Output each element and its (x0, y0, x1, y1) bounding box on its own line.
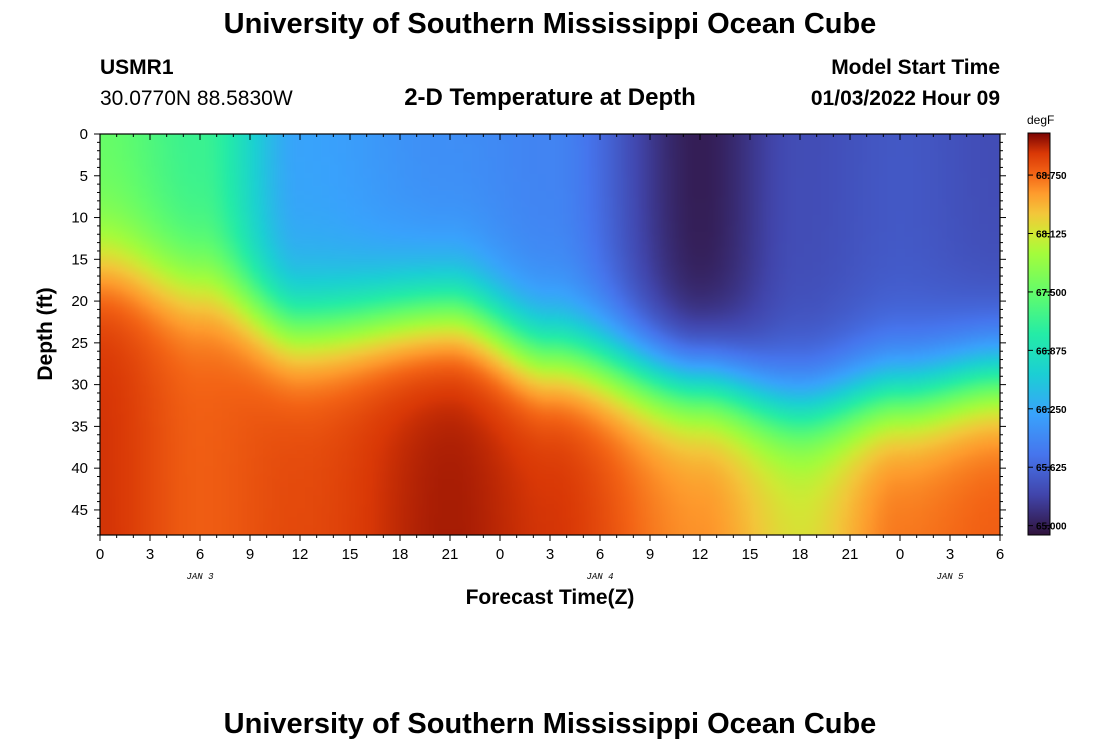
x-tick-label: 18 (392, 546, 409, 563)
x-tick-label: 9 (246, 546, 254, 563)
x-tick-label: 12 (292, 546, 309, 563)
y-tick-label: 10 (71, 210, 88, 227)
plot-title: 2-D Temperature at Depth (404, 84, 696, 111)
colorbar-tick-label: 68.125 (1036, 230, 1067, 241)
colorbar-tick-label: 65.000 (1036, 522, 1067, 533)
y-tick-label: 30 (71, 377, 88, 394)
y-tick-label: 35 (71, 418, 88, 435)
y-tick-label: 0 (80, 126, 88, 143)
station-id: USMR1 (100, 56, 174, 79)
y-tick-label: 40 (71, 460, 88, 477)
y-axis: 0 5 10 15 20 25 30 35 40 45 (71, 126, 1006, 536)
y-tick-label: 45 (71, 502, 88, 519)
colorbar-unit: degF (1027, 113, 1054, 127)
page-title: University of Southern Mississippi Ocean… (223, 8, 877, 40)
x-tick-label: 15 (742, 546, 759, 563)
x-tick-label: 21 (442, 546, 459, 563)
footer-title: University of Southern Mississippi Ocean… (223, 708, 877, 740)
x-tick-label: 3 (946, 546, 954, 563)
x-tick-label: 9 (646, 546, 654, 563)
x-tick-label: 6 (996, 546, 1004, 563)
y-tick-label: 25 (71, 335, 88, 352)
x-tick-label: 21 (842, 546, 859, 563)
x-axis-title: Forecast Time(Z) (466, 586, 635, 609)
model-start-label: Model Start Time (831, 56, 1000, 79)
y-tick-label: 5 (80, 168, 88, 185)
colorbar-gradient (1027, 132, 1051, 536)
x-date-label: JAN 3 (186, 572, 214, 582)
colorbar-tick-label: 66.250 (1036, 405, 1067, 416)
colorbar-tick-label: 66.875 (1036, 346, 1067, 357)
colorbar-tick-label: 65.625 (1036, 463, 1067, 474)
x-tick-label: 0 (496, 546, 504, 563)
x-axis: 0 3 6 9 12 15 18 21 0 3 6 9 12 15 18 21 0 3 6 JAN 3 JAN 4 JAN… (96, 134, 1004, 582)
x-tick-label: 18 (792, 546, 809, 563)
station-coordinates: 30.0770N 88.5830W (100, 87, 293, 110)
x-tick-label: 0 (96, 546, 104, 563)
x-tick-label: 0 (896, 546, 904, 563)
x-tick-label: 3 (546, 546, 554, 563)
y-tick-label: 20 (71, 293, 88, 310)
x-tick-label: 12 (692, 546, 709, 563)
x-tick-label: 15 (342, 546, 359, 563)
x-tick-label: 3 (146, 546, 154, 563)
x-date-label: JAN 4 (586, 572, 613, 582)
x-tick-label: 6 (596, 546, 604, 563)
colorbar-tick-label: 68.750 (1036, 171, 1067, 182)
model-start-time: 01/03/2022 Hour 09 (810, 87, 1000, 110)
colorbar: degF 68.750 68.125 67.500 66.875 66.250 65.62… (1027, 113, 1067, 536)
heatmap-field (100, 134, 1000, 535)
x-tick-label: 6 (196, 546, 204, 563)
y-tick-label: 15 (71, 251, 88, 268)
colorbar-tick-label: 67.500 (1036, 288, 1067, 299)
x-date-label: JAN 5 (936, 572, 964, 582)
y-axis-title: Depth (ft) (34, 287, 57, 380)
